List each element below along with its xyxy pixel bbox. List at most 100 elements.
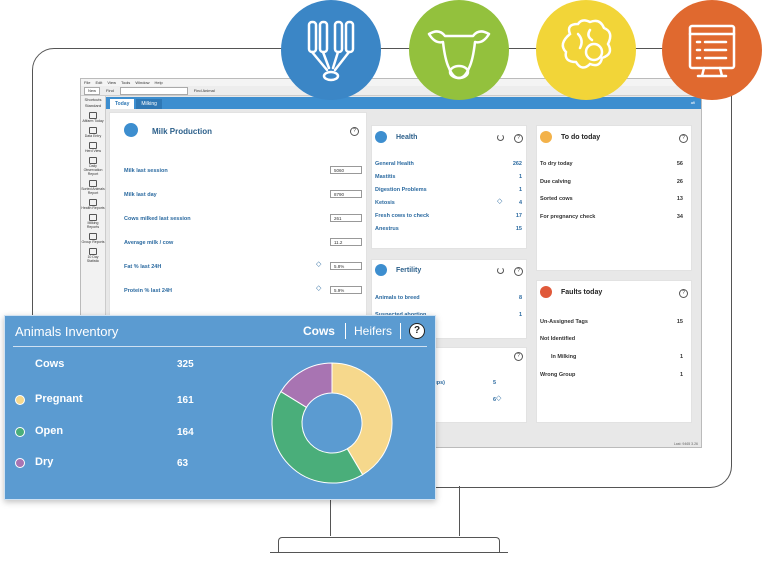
tab-bar: Today Milking afi <box>106 97 701 109</box>
faults-row-label[interactable]: In Milking <box>551 354 577 360</box>
tab-milking[interactable]: Milking <box>136 99 162 109</box>
health-row-label[interactable]: Digestion Problems <box>375 187 427 193</box>
fertility-row-label[interactable]: Animals to breed <box>375 295 420 301</box>
tab-cows[interactable]: Cows <box>302 324 335 338</box>
faults-row-label[interactable]: Un-Assigned Tags <box>540 319 588 325</box>
health-title: Health <box>396 134 418 141</box>
fertility-icon <box>375 264 387 276</box>
observation-icon <box>89 157 97 164</box>
inventory-total-label: Cows <box>35 358 65 370</box>
monitor-stand-neck <box>330 486 460 536</box>
milk-row-value: 11.2 <box>330 238 362 246</box>
sidebar-item-daily-observation[interactable]: Daily Observation Report <box>81 157 105 176</box>
faults-panel: Faults today ? Un-Assigned Tags 15 Not I… <box>536 280 692 423</box>
health-report-icon <box>89 199 97 206</box>
health-row-label[interactable]: Anestrus <box>375 226 399 232</box>
health-row-value: 15 <box>515 226 522 232</box>
tab-divider <box>400 323 401 339</box>
calendar-icon <box>89 112 97 119</box>
groups-help-icon[interactable]: ? <box>514 352 523 361</box>
milk-row-value: 8790 <box>330 190 362 198</box>
milk-row-label: Milk last day <box>124 192 157 198</box>
diamond-icon: ◇ <box>496 395 502 402</box>
milk-row-label: Milk last session <box>124 168 168 174</box>
sidebar-item-10-day-statistic[interactable]: 10 Day Statistic <box>81 248 105 263</box>
inventory-open-value: 164 <box>177 427 194 438</box>
health-row-value: 17 <box>515 213 522 219</box>
todo-row-label[interactable]: Sorted cows <box>540 196 573 202</box>
fertility-row-value: 8 <box>518 295 522 301</box>
menu-tools[interactable]: Tools <box>120 80 131 85</box>
todo-row-label[interactable]: Due calving <box>540 179 571 185</box>
sidebar-item-afifarm-today[interactable]: Afifarm Today <box>81 112 105 123</box>
inventory-help-icon[interactable]: ? <box>409 323 425 339</box>
status-bar: Last: 9465 3.26 <box>673 442 698 446</box>
inventory-pregnant-value: 161 <box>177 395 194 406</box>
health-row-label[interactable]: Ketosis <box>375 200 395 206</box>
todo-row-label[interactable]: To dry today <box>540 161 573 167</box>
groups-row-label[interactable]: oups) <box>430 380 445 386</box>
milk-bottle-icon <box>124 123 138 137</box>
menu-window[interactable]: Window <box>135 80 150 85</box>
sidebar-item-group-reports[interactable]: Group Reports <box>81 233 105 244</box>
milk-production-help-icon[interactable]: ? <box>350 127 359 136</box>
faults-row-value: 1 <box>679 372 683 378</box>
new-button[interactable]: New <box>84 86 101 95</box>
monitor-stand-line <box>270 552 508 553</box>
milk-row-value: 5.9% <box>330 286 362 294</box>
inventory-total-value: 325 <box>177 359 194 370</box>
milk-row-label: Cows milked last session <box>124 216 191 222</box>
inventory-open-label: Open <box>35 425 64 437</box>
groups-row-value: 6 <box>492 397 496 403</box>
milk-row-label: Average milk / cow <box>124 240 174 246</box>
find-label: Find <box>106 88 114 93</box>
sidebar-item-sorted-animals[interactable]: Sorted Animals Report <box>81 180 105 195</box>
herd-icon <box>89 142 97 149</box>
faults-title: Faults today <box>561 289 603 296</box>
milking-feature-circle <box>281 0 381 100</box>
donut-slice-dry <box>280 362 333 408</box>
sidebar-item-herd-view[interactable]: Herd View <box>81 142 105 153</box>
inventory-tabs: Cows Heifers ? <box>303 323 425 339</box>
todo-row-label[interactable]: For pregnancy check <box>540 214 596 220</box>
tab-divider <box>344 323 346 339</box>
find-input[interactable] <box>119 86 188 95</box>
todo-panel: To do today ? To dry today 56 Due calvin… <box>536 125 692 271</box>
health-row-value: 1 <box>518 187 522 193</box>
inventory-title: Animals Inventory <box>15 324 119 339</box>
refresh-icon[interactable] <box>497 134 504 141</box>
health-row-label[interactable]: Mastitis <box>375 174 396 180</box>
menu-bar: File Edit View Tools Window Help <box>81 79 701 86</box>
health-help-icon[interactable]: ? <box>514 134 523 143</box>
sidebar-item-data-entry[interactable]: Data Entry <box>81 127 105 138</box>
menu-help[interactable]: Help <box>154 80 163 85</box>
health-row-label[interactable]: General Health <box>375 161 414 167</box>
toolbar: New Find Find Animal <box>81 86 701 96</box>
faults-row-value: 1 <box>679 354 683 360</box>
sort-icon <box>89 180 97 187</box>
health-row-label[interactable]: Fresh cows to check <box>375 213 430 219</box>
faults-row-value: 15 <box>676 319 683 325</box>
group-report-icon <box>89 233 97 240</box>
faults-help-icon[interactable]: ? <box>679 289 688 298</box>
faults-row-label[interactable]: Not Identified <box>540 336 576 342</box>
sidebar-item-health-reports[interactable]: Health Reports <box>81 199 105 210</box>
milking-report-icon <box>89 214 97 221</box>
tab-today[interactable]: Today <box>110 99 135 109</box>
milking-cluster-icon <box>307 20 355 82</box>
health-row-value: 262 <box>512 161 522 167</box>
fertility-help-icon[interactable]: ? <box>514 267 523 276</box>
faults-row-label[interactable]: Wrong Group <box>540 372 576 378</box>
checklist-icon <box>540 131 552 143</box>
sidebar-header: Shortcuts <box>84 97 102 102</box>
refresh-icon[interactable] <box>497 267 504 274</box>
tab-heifers[interactable]: Heifers <box>353 324 392 338</box>
find-animal-button[interactable]: Find Animal <box>193 88 215 93</box>
menu-view[interactable]: View <box>107 80 116 85</box>
menu-file[interactable]: File <box>84 80 91 85</box>
diamond-icon: ◇ <box>497 198 503 205</box>
todo-help-icon[interactable]: ? <box>679 134 688 143</box>
menu-edit[interactable]: Edit <box>95 80 103 85</box>
inventory-dry-label: Dry <box>35 456 54 468</box>
sidebar-item-milking-reports[interactable]: Milking Reports <box>81 214 105 229</box>
